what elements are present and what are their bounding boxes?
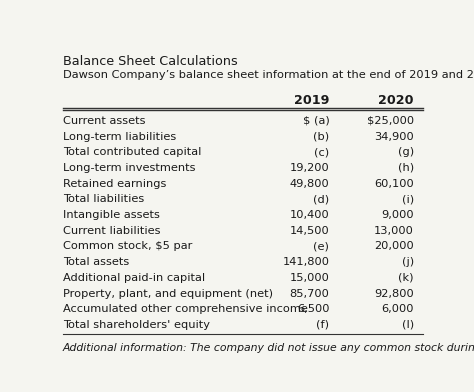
- Text: 6,500: 6,500: [297, 304, 329, 314]
- Text: 34,900: 34,900: [374, 132, 414, 142]
- Text: 15,000: 15,000: [290, 273, 329, 283]
- Text: Total liabilities: Total liabilities: [63, 194, 144, 204]
- Text: (j): (j): [401, 257, 414, 267]
- Text: (b): (b): [313, 132, 329, 142]
- Text: 85,700: 85,700: [290, 289, 329, 299]
- Text: 141,800: 141,800: [282, 257, 329, 267]
- Text: (d): (d): [313, 194, 329, 204]
- Text: Common stock, $5 par: Common stock, $5 par: [63, 241, 192, 251]
- Text: (h): (h): [398, 163, 414, 173]
- Text: (f): (f): [316, 320, 329, 330]
- Text: 49,800: 49,800: [290, 179, 329, 189]
- Text: Additional information: The company did not issue any common stock during 2020.: Additional information: The company did …: [63, 343, 474, 352]
- Text: Intangible assets: Intangible assets: [63, 210, 160, 220]
- Text: Accumulated other comprehensive income: Accumulated other comprehensive income: [63, 304, 308, 314]
- Text: Long-term investments: Long-term investments: [63, 163, 195, 173]
- Text: $25,000: $25,000: [366, 116, 414, 126]
- Text: (k): (k): [398, 273, 414, 283]
- Text: Dawson Company’s balance sheet information at the end of 2019 and 2020 is as fol: Dawson Company’s balance sheet informati…: [63, 70, 474, 80]
- Text: Balance Sheet Calculations: Balance Sheet Calculations: [63, 54, 237, 67]
- Text: Additional paid-in capital: Additional paid-in capital: [63, 273, 205, 283]
- Text: 2020: 2020: [378, 94, 414, 107]
- Text: (l): (l): [401, 320, 414, 330]
- Text: Property, plant, and equipment (net): Property, plant, and equipment (net): [63, 289, 273, 299]
- Text: (c): (c): [314, 147, 329, 157]
- Text: Total shareholders' equity: Total shareholders' equity: [63, 320, 210, 330]
- Text: 6,000: 6,000: [381, 304, 414, 314]
- Text: (i): (i): [401, 194, 414, 204]
- Text: Current liabilities: Current liabilities: [63, 226, 160, 236]
- Text: Current assets: Current assets: [63, 116, 146, 126]
- Text: 10,400: 10,400: [290, 210, 329, 220]
- Text: 14,500: 14,500: [290, 226, 329, 236]
- Text: 9,000: 9,000: [381, 210, 414, 220]
- Text: 92,800: 92,800: [374, 289, 414, 299]
- Text: 19,200: 19,200: [290, 163, 329, 173]
- Text: 60,100: 60,100: [374, 179, 414, 189]
- Text: $ (a): $ (a): [302, 116, 329, 126]
- Text: Retained earnings: Retained earnings: [63, 179, 166, 189]
- Text: Total contributed capital: Total contributed capital: [63, 147, 201, 157]
- Text: 13,000: 13,000: [374, 226, 414, 236]
- Text: (e): (e): [313, 241, 329, 251]
- Text: (g): (g): [398, 147, 414, 157]
- Text: 20,000: 20,000: [374, 241, 414, 251]
- Text: 2019: 2019: [294, 94, 329, 107]
- Text: Long-term liabilities: Long-term liabilities: [63, 132, 176, 142]
- Text: Total assets: Total assets: [63, 257, 129, 267]
